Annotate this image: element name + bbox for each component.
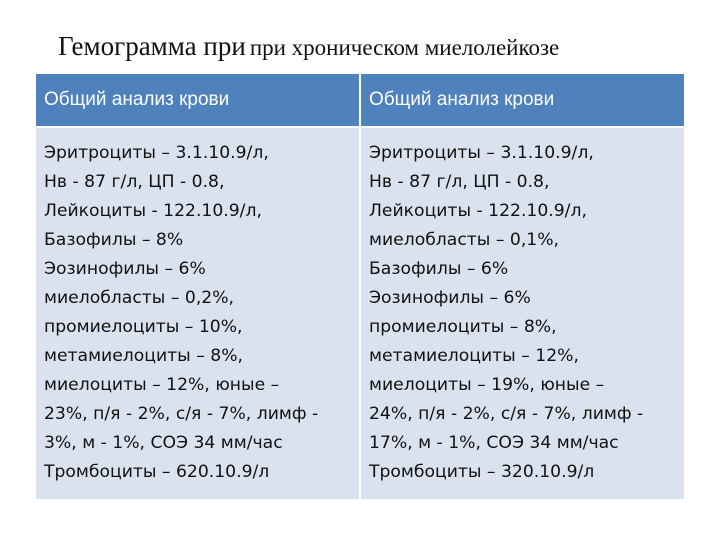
result-line: 24%, п/я - 2%, с/я - 7%, лимф - bbox=[369, 404, 644, 424]
result-line: Эозинофилы – 6% bbox=[44, 259, 206, 279]
result-line: Тромбоциты – 320.10.9/л bbox=[369, 462, 595, 482]
result-line: метамиелоциты – 8%, bbox=[44, 346, 243, 366]
result-line: Лейкоциты - 122.10.9/л, bbox=[369, 201, 587, 221]
result-line: Нв - 87 г/л, ЦП - 0.8, bbox=[369, 172, 550, 192]
results-cell-left: Эритроциты – 3.1.10.9/л, Нв - 87 г/л, ЦП… bbox=[36, 127, 360, 499]
title-main: Гемограмма при bbox=[58, 31, 246, 61]
table-header-row: Общий анализ крови Общий анализ крови bbox=[36, 74, 684, 128]
results-cell-right: Эритроциты – 3.1.10.9/л, Нв - 87 г/л, ЦП… bbox=[359, 127, 684, 499]
result-line: миелоциты – 19%, юные – bbox=[369, 375, 605, 395]
hemogram-table: Общий анализ крови Общий анализ крови Эр… bbox=[36, 74, 684, 499]
title-rest: при хроническом миелолейкозе bbox=[249, 35, 560, 60]
header-cell-right: Общий анализ крови bbox=[359, 74, 684, 128]
result-line: промиелоциты – 10%, bbox=[44, 317, 243, 337]
result-line: Эозинофилы – 6% bbox=[369, 288, 531, 308]
result-line: миелоциты – 12%, юные – bbox=[44, 375, 280, 395]
result-line: 3%, м - 1%, СОЭ 34 мм/час bbox=[44, 433, 283, 453]
result-line: Эритроциты – 3.1.10.9/л, bbox=[44, 143, 269, 163]
result-line: Базофилы – 6% bbox=[369, 259, 509, 279]
result-line: Эритроциты – 3.1.10.9/л, bbox=[369, 143, 594, 163]
result-line: Тромбоциты – 620.10.9/л bbox=[44, 462, 270, 482]
slide-title: Гемограмма при при хроническом миелолейк… bbox=[58, 33, 708, 60]
result-line: метамиелоциты – 12%, bbox=[369, 346, 579, 366]
table-row: Эритроциты – 3.1.10.9/л, Нв - 87 г/л, ЦП… bbox=[36, 127, 684, 499]
result-line: 17%, м - 1%, СОЭ 34 мм/час bbox=[369, 433, 619, 453]
header-cell-left: Общий анализ крови bbox=[36, 74, 360, 128]
result-line: миелобласты – 0,2%, bbox=[44, 288, 235, 308]
result-line: Базофилы – 8% bbox=[44, 230, 184, 250]
result-line: миелобласты – 0,1%, bbox=[369, 230, 560, 250]
result-line: Нв - 87 г/л, ЦП - 0.8, bbox=[44, 172, 225, 192]
result-line: Лейкоциты - 122.10.9/л, bbox=[44, 201, 262, 221]
result-line: 23%, п/я - 2%, с/я - 7%, лимф - bbox=[44, 404, 319, 424]
result-line: промиелоциты – 8%, bbox=[369, 317, 557, 337]
